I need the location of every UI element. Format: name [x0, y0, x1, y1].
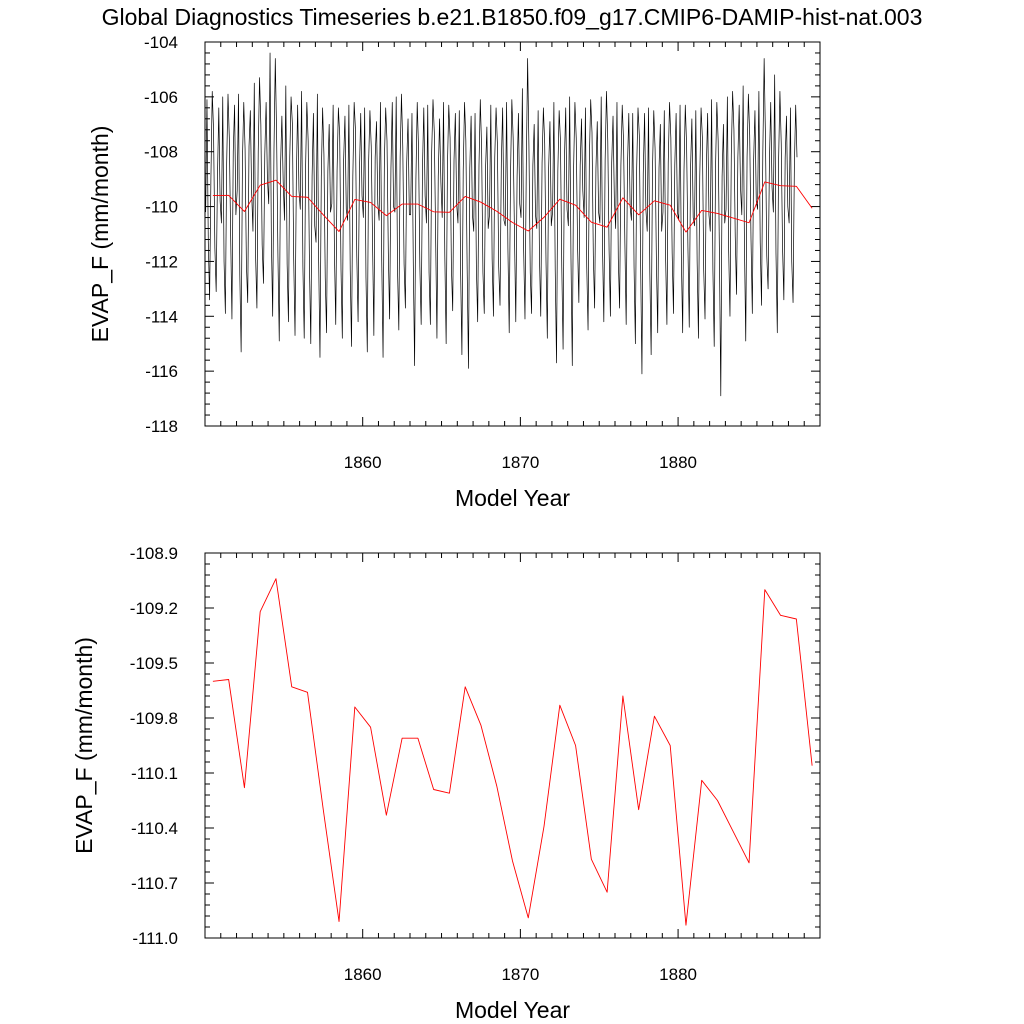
annual-series-line [212, 179, 813, 233]
plot-frame [204, 41, 821, 427]
y-tick-label: -118 [145, 417, 178, 436]
bottom-panel: 1860 1870 1880 -108.9 -109.2 -109.5 -109.8 -110… [71, 544, 821, 1023]
annual-series-line [212, 578, 813, 926]
x-tick-label: 1880 [659, 965, 697, 984]
y-tick-label: -116 [145, 362, 178, 381]
y-tick-label: -109.8 [130, 709, 178, 728]
x-axis-label: Model Year [455, 485, 570, 511]
monthly-series-line [205, 52, 798, 397]
y-tick-label: -106 [144, 88, 178, 107]
y-tick-label: -109.5 [130, 654, 178, 673]
y-tick-label: -110.1 [131, 764, 178, 783]
x-tick-label: 1860 [344, 453, 382, 472]
x-tick-label: 1880 [659, 453, 697, 472]
x-tick-label: 1860 [344, 965, 382, 984]
figure-title: Global Diagnostics Timeseries b.e21.B185… [102, 4, 923, 30]
plot-frame [204, 552, 821, 939]
y-axis-label: EVAP_F (mm/month) [71, 637, 97, 854]
y-tick-label: -109.2 [130, 599, 178, 618]
y-tick-label: -114 [145, 307, 178, 326]
y-tick-label: -110.7 [131, 874, 178, 893]
y-tick-label: -108.9 [130, 544, 178, 563]
y-axis-label: EVAP_F (mm/month) [87, 126, 113, 343]
y-tick-label: -110.4 [131, 819, 178, 838]
top-panel: 1860 1870 1880 -104 -106 -108 -110 -112 -114 -116… [87, 33, 821, 511]
y-tick-label: -112 [145, 252, 178, 271]
y-tick-label: -111.0 [132, 929, 178, 948]
y-tick-label: -110 [145, 198, 178, 217]
y-tick-label: -104 [144, 33, 178, 52]
y-tick-label: -108 [144, 143, 178, 162]
x-axis-label: Model Year [455, 997, 570, 1023]
x-tick-label: 1870 [501, 453, 539, 472]
x-tick-label: 1870 [501, 965, 539, 984]
